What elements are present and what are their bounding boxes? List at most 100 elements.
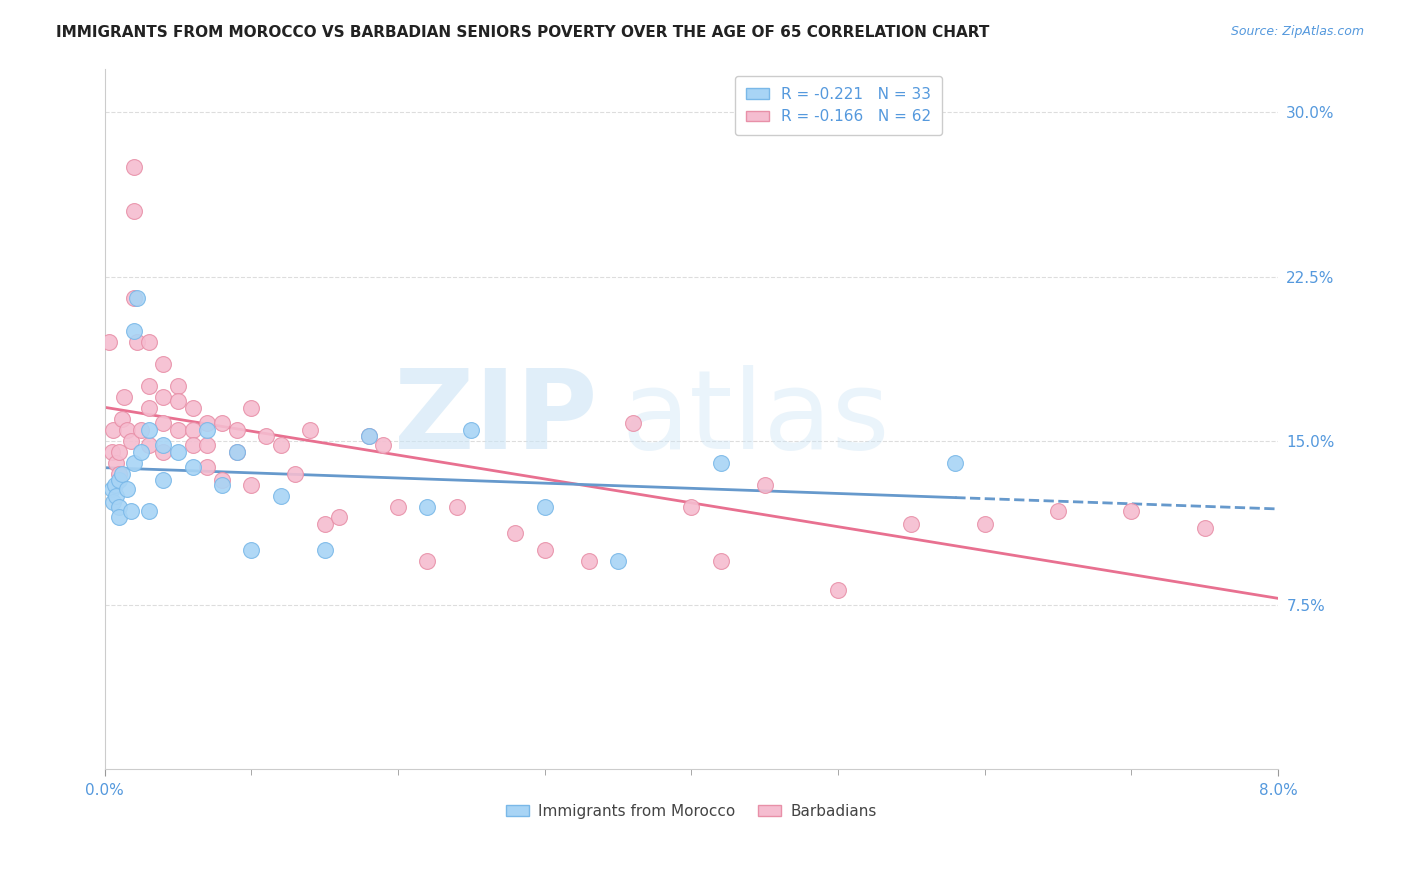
Point: [152, 438, 174, 452]
Point: [240, 477, 263, 491]
Point: [105, 456, 128, 470]
Point: [103, 423, 125, 437]
Text: Source: ZipAtlas.com: Source: ZipAtlas.com: [1230, 25, 1364, 38]
Point: [710, 554, 733, 568]
Point: [138, 438, 160, 452]
Point: [152, 357, 174, 371]
Point: [131, 444, 153, 458]
Point: [101, 444, 124, 458]
Point: [181, 423, 204, 437]
Point: [108, 510, 131, 524]
Point: [138, 401, 160, 415]
Point: [122, 324, 145, 338]
Point: [270, 489, 292, 503]
Point: [138, 423, 160, 437]
Point: [270, 438, 292, 452]
Point: [211, 477, 233, 491]
Point: [416, 500, 439, 514]
Text: IMMIGRANTS FROM MOROCCO VS BARBADIAN SENIORS POVERTY OVER THE AGE OF 65 CORRELAT: IMMIGRANTS FROM MOROCCO VS BARBADIAN SEN…: [56, 25, 990, 40]
Point: [240, 543, 263, 558]
Point: [195, 438, 218, 452]
Point: [607, 554, 630, 568]
Point: [152, 444, 174, 458]
Point: [357, 429, 380, 443]
Point: [125, 292, 148, 306]
Point: [460, 423, 482, 437]
Point: [446, 500, 468, 514]
Point: [225, 423, 247, 437]
Point: [111, 412, 134, 426]
Point: [357, 429, 380, 443]
Point: [98, 335, 121, 350]
Point: [167, 444, 190, 458]
Point: [152, 473, 174, 487]
Point: [112, 390, 135, 404]
Point: [973, 516, 995, 531]
Point: [225, 444, 247, 458]
Point: [181, 401, 204, 415]
Point: [181, 460, 204, 475]
Point: [387, 500, 409, 514]
Point: [108, 467, 131, 481]
Point: [152, 417, 174, 431]
Point: [138, 379, 160, 393]
Point: [373, 438, 395, 452]
Point: [533, 543, 555, 558]
Point: [943, 456, 966, 470]
Point: [167, 379, 190, 393]
Point: [195, 460, 218, 475]
Point: [125, 335, 148, 350]
Point: [284, 467, 307, 481]
Point: [754, 477, 776, 491]
Point: [167, 394, 190, 409]
Point: [138, 335, 160, 350]
Legend: Immigrants from Morocco, Barbadians: Immigrants from Morocco, Barbadians: [501, 797, 883, 825]
Point: [195, 417, 218, 431]
Point: [1046, 504, 1069, 518]
Point: [314, 516, 336, 531]
Point: [108, 473, 131, 487]
Point: [211, 473, 233, 487]
Text: atlas: atlas: [621, 366, 890, 473]
Point: [167, 423, 190, 437]
Point: [138, 504, 160, 518]
Point: [152, 390, 174, 404]
Point: [1121, 504, 1143, 518]
Point: [195, 423, 218, 437]
Point: [120, 434, 142, 448]
Point: [298, 423, 321, 437]
Point: [533, 500, 555, 514]
Point: [131, 423, 153, 437]
Point: [710, 456, 733, 470]
Point: [827, 582, 849, 597]
Point: [122, 456, 145, 470]
Point: [1194, 521, 1216, 535]
Point: [108, 444, 131, 458]
Point: [115, 482, 138, 496]
Point: [211, 417, 233, 431]
Point: [181, 438, 204, 452]
Point: [105, 489, 128, 503]
Point: [416, 554, 439, 568]
Point: [254, 429, 277, 443]
Point: [621, 417, 644, 431]
Point: [240, 401, 263, 415]
Point: [122, 203, 145, 218]
Point: [225, 444, 247, 458]
Point: [505, 525, 527, 540]
Point: [108, 500, 131, 514]
Point: [578, 554, 600, 568]
Point: [314, 543, 336, 558]
Point: [115, 423, 138, 437]
Point: [103, 495, 125, 509]
Point: [104, 477, 127, 491]
Point: [900, 516, 922, 531]
Point: [328, 510, 350, 524]
Point: [111, 467, 134, 481]
Point: [122, 160, 145, 174]
Point: [120, 504, 142, 518]
Point: [681, 500, 703, 514]
Point: [101, 482, 124, 496]
Point: [122, 292, 145, 306]
Text: ZIP: ZIP: [394, 366, 598, 473]
